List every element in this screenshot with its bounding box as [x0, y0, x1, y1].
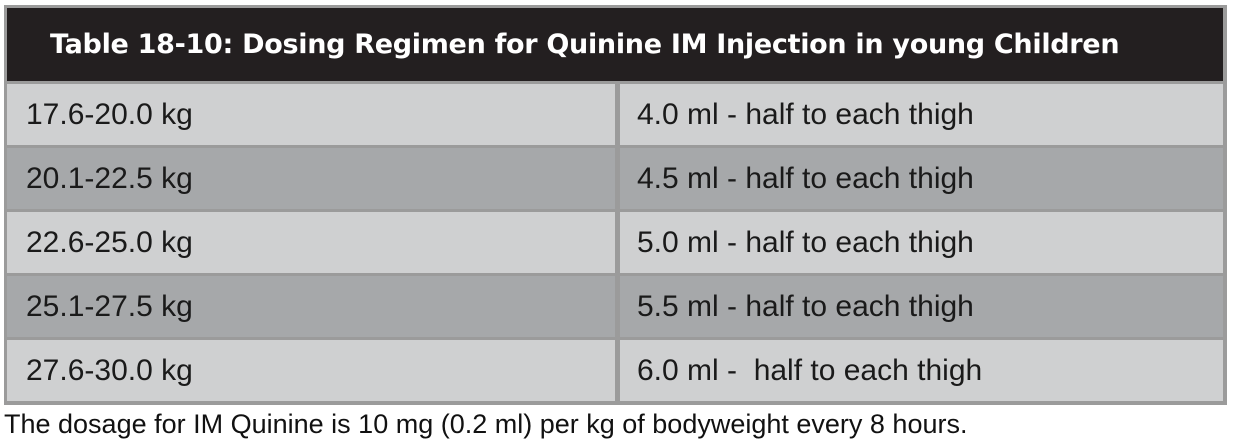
dose-cell: 4.0 ml - half to each thigh	[620, 84, 1223, 145]
weight-cell: 17.6-20.0 kg	[7, 84, 615, 145]
dosage-footnote: The dosage for IM Quinine is 10 mg (0.2 …	[4, 409, 968, 439]
table-row: 25.1-27.5 kg 5.5 ml - half to each thigh	[7, 276, 1223, 337]
table-row: 17.6-20.0 kg 4.0 ml - half to each thigh	[7, 84, 1223, 145]
table-row: 22.6-25.0 kg 5.0 ml - half to each thigh	[7, 212, 1223, 273]
weight-cell: 22.6-25.0 kg	[7, 212, 615, 273]
dosing-table: Table 18-10: Dosing Regimen for Quinine …	[4, 5, 1227, 405]
weight-cell: 25.1-27.5 kg	[7, 276, 615, 337]
dose-cell: 4.5 ml - half to each thigh	[620, 148, 1223, 209]
table-row: 20.1-22.5 kg 4.5 ml - half to each thigh	[7, 148, 1223, 209]
dose-cell: 5.5 ml - half to each thigh	[620, 276, 1223, 337]
weight-cell: 20.1-22.5 kg	[7, 148, 615, 209]
weight-cell: 27.6-30.0 kg	[7, 340, 615, 401]
dose-cell: 6.0 ml - half to each thigh	[620, 340, 1223, 401]
table-title: Table 18-10: Dosing Regimen for Quinine …	[7, 8, 1223, 81]
table-row: 27.6-30.0 kg 6.0 ml - half to each thigh	[7, 340, 1223, 401]
dose-cell: 5.0 ml - half to each thigh	[620, 212, 1223, 273]
